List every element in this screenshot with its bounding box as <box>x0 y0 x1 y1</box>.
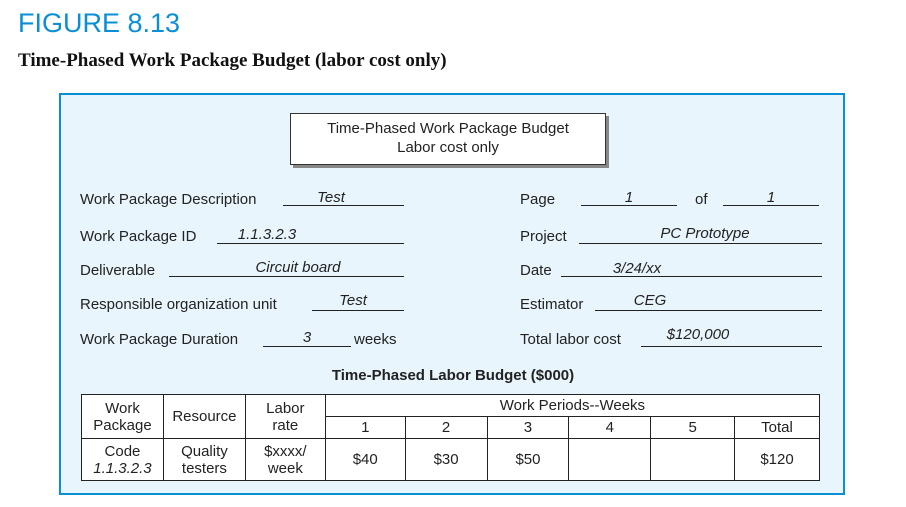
cell-labor-rate: $xxxx/ week <box>244 438 326 481</box>
page-underline <box>581 205 677 206</box>
estimator-underline <box>595 310 822 311</box>
budget-table: Work Package Resource Labor rate Work Pe… <box>81 394 821 481</box>
header-labor-rate-line1: Labor <box>266 399 305 417</box>
cell-period-5 <box>650 438 736 481</box>
resource-line1: Quality <box>181 442 228 460</box>
figure-caption: Time-Phased Work Package Budget (labor c… <box>18 50 447 71</box>
page-value: 1 <box>624 189 634 206</box>
header-work-package: Work Package <box>81 394 164 439</box>
budget-table-title: Time-Phased Labor Budget ($000) <box>331 367 575 384</box>
responsible-unit-underline <box>312 310 404 311</box>
estimator-label: Estimator <box>520 296 584 313</box>
form-subtitle: Labor cost only <box>397 139 499 156</box>
date-label: Date <box>520 262 552 279</box>
total-labor-cost-underline <box>641 346 822 347</box>
figure-label: FIGURE 8.13 <box>18 8 181 38</box>
date-value: 3/24/xx <box>612 260 662 277</box>
resource-line2: testers <box>181 459 227 477</box>
labor-rate-line2: week <box>267 459 303 477</box>
header-work-package-line3: Code <box>104 442 141 460</box>
wp-id-underline <box>217 243 404 244</box>
wp-duration-value: 3 <box>302 329 312 346</box>
wp-id-value: 1.1.3.2.3 <box>237 226 297 243</box>
wp-description-value: Test <box>317 189 345 206</box>
total-labor-cost-value: $120,000 <box>666 326 730 343</box>
total-labor-cost-label: Total labor cost <box>520 331 621 348</box>
deliverable-value: Circuit board <box>255 259 341 276</box>
deliverable-underline <box>169 276 404 277</box>
wp-id-label: Work Package ID <box>80 228 197 245</box>
header-period-2: 2 <box>404 416 488 439</box>
page-label: Page <box>520 191 556 208</box>
header-labor-rate: Labor rate <box>244 394 326 439</box>
table-row: Code 1.1.3.2.3 Quality testers $xxxx/ we… <box>81 438 820 481</box>
work-package-code-value: 1.1.3.2.3 <box>93 459 152 477</box>
project-underline <box>579 243 822 244</box>
header-total: Total <box>734 416 820 439</box>
labor-rate-line1: $xxxx/ <box>264 442 307 460</box>
cell-resource: Quality testers <box>162 438 246 481</box>
project-label: Project <box>520 228 567 245</box>
estimator-value: CEG <box>633 292 667 309</box>
header-period-3: 3 <box>486 416 570 439</box>
form-title: Time-Phased Work Package Budget <box>327 120 569 137</box>
wp-duration-label: Work Package Duration <box>80 331 239 348</box>
cell-period-2: $30 <box>404 438 488 481</box>
cell-period-1: $40 <box>324 438 406 481</box>
responsible-unit-value: Test <box>339 292 367 309</box>
of-label: of <box>695 191 708 208</box>
header-period-4: 4 <box>568 416 652 439</box>
date-underline <box>561 276 822 277</box>
of-value: 1 <box>766 189 776 206</box>
cell-period-4 <box>568 438 652 481</box>
cell-period-3: $50 <box>486 438 570 481</box>
deliverable-label: Deliverable <box>80 262 156 279</box>
wp-description-underline <box>283 205 404 206</box>
project-value: PC Prototype <box>660 225 750 242</box>
wp-duration-underline <box>263 346 351 347</box>
cell-total: $120 <box>734 438 820 481</box>
header-resource: Resource <box>162 394 246 439</box>
wp-duration-unit: weeks <box>354 331 397 348</box>
responsible-unit-label: Responsible organization unit <box>80 296 277 313</box>
header-work-package-line1: Work <box>105 399 140 417</box>
header-labor-rate-line2: rate <box>272 416 299 434</box>
form-title-box: Time-Phased Work Package Budget Labor co… <box>290 113 606 165</box>
of-underline <box>723 205 819 206</box>
wp-description-label: Work Package Description <box>80 191 257 208</box>
header-work-periods: Work Periods--Weeks <box>324 394 821 417</box>
header-period-1: 1 <box>324 416 406 439</box>
header-period-5: 5 <box>650 416 736 439</box>
cell-work-package-code: Code 1.1.3.2.3 <box>81 438 164 481</box>
header-work-package-line2: Package <box>93 416 152 434</box>
